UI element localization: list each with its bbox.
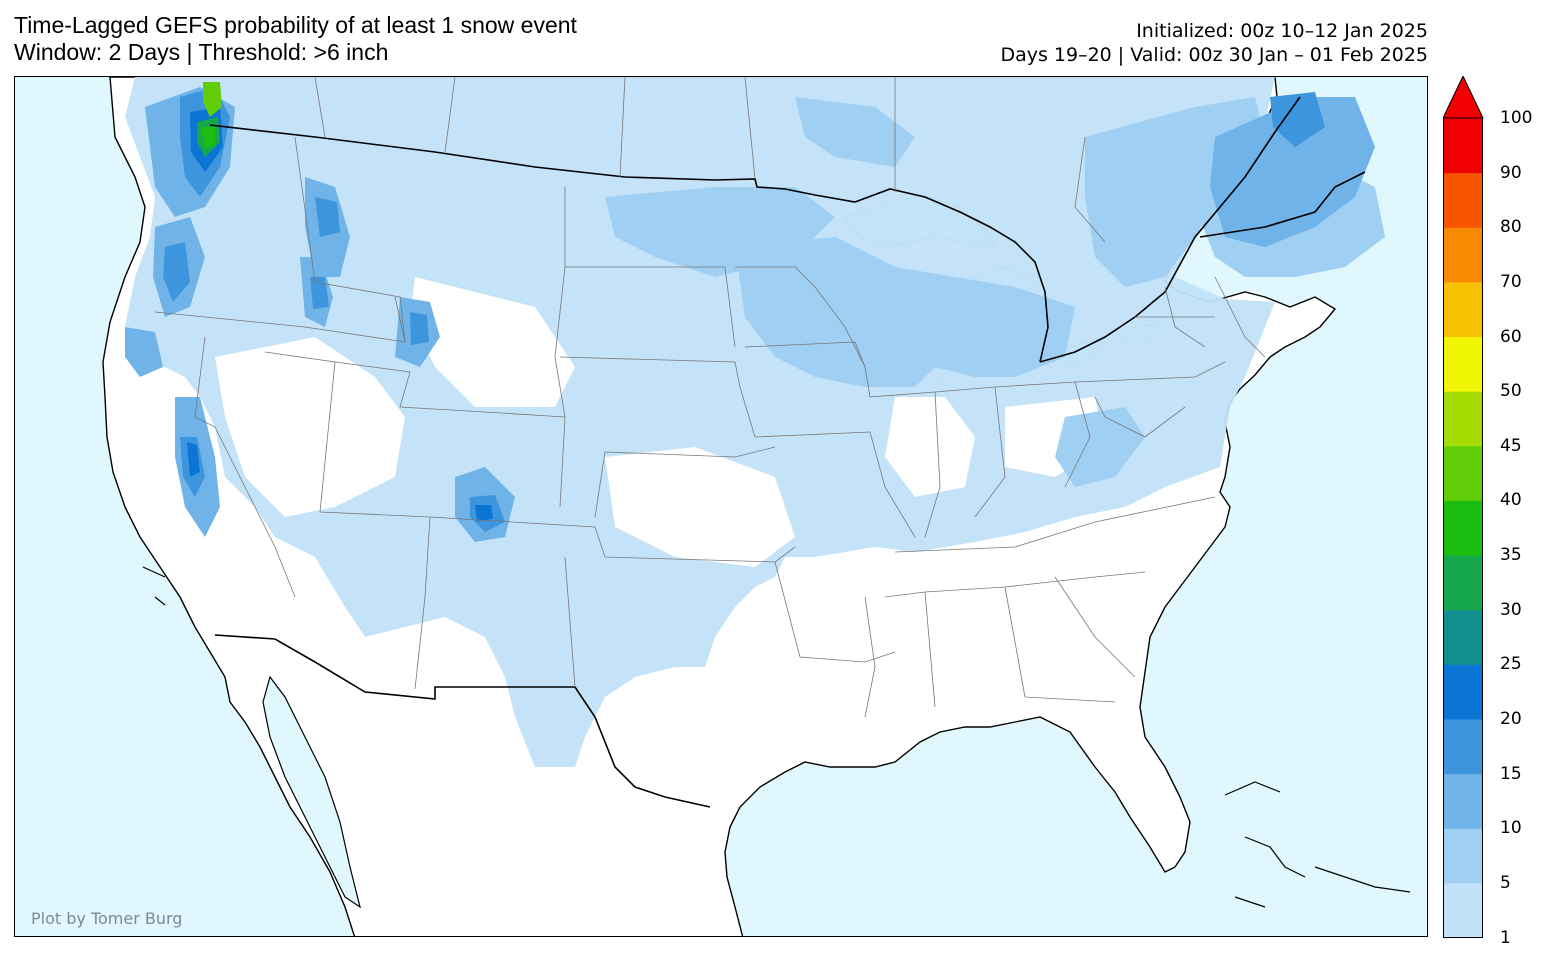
colorbar-tick-label: 40: [1500, 490, 1522, 511]
colorbar-tick-label: 10: [1500, 818, 1522, 839]
colorbar-bin: [1443, 172, 1483, 228]
title-line-2: Window: 2 Days | Threshold: >6 inch: [14, 39, 389, 65]
map-panel: Plot by Tomer Burg: [14, 76, 1428, 937]
colorbar-tick-label: 90: [1500, 162, 1522, 183]
colorbar-tick-label: 5: [1500, 872, 1511, 893]
colorbar-bin: [1443, 391, 1483, 447]
colorbar-bin: [1443, 118, 1483, 174]
title: Time-Lagged GEFS probability of at least…: [14, 12, 577, 66]
colorbar-tick-label: 30: [1500, 599, 1522, 620]
colorbar-bin: [1443, 882, 1483, 938]
colorbar-tick-label: 80: [1500, 217, 1522, 238]
colorbar: [1443, 76, 1484, 938]
coast-details: [142, 566, 1411, 908]
colorbar-tick-label: 20: [1500, 708, 1522, 729]
colorbar-tick-label: 100: [1500, 108, 1533, 128]
state-borders: [154, 77, 1266, 718]
colorbar-tick-label: 70: [1500, 271, 1522, 292]
colorbar-bin: [1443, 664, 1483, 720]
colorbar-bin: [1443, 773, 1483, 829]
colorbar-tick-label: 50: [1500, 381, 1522, 402]
colorbar-bin: [1443, 555, 1483, 611]
plot-credit: Plot by Tomer Burg: [31, 909, 183, 928]
colorbar-tick-label: 15: [1500, 763, 1522, 784]
colorbar-tick-label: 45: [1500, 435, 1522, 456]
map-canvas: [102, 77, 1411, 936]
colorbar-outline: [1443, 117, 1483, 938]
colorbar-tick-label: 25: [1500, 654, 1522, 675]
title-line-1: Time-Lagged GEFS probability of at least…: [14, 12, 577, 38]
colorbar-bin: [1443, 336, 1483, 392]
probability-shading: [125, 77, 1385, 767]
colorbar-bin: [1443, 718, 1483, 775]
colorbar-bin: [1443, 445, 1483, 501]
colorbar-bin: [1443, 609, 1483, 665]
init-info: Initialized: 00z 10–12 Jan 2025 Days 19–…: [1000, 19, 1428, 67]
gulf-of-california: [262, 675, 361, 909]
init-line-1: Initialized: 00z 10–12 Jan 2025: [1136, 20, 1428, 42]
colorbar-bin: [1443, 227, 1483, 283]
colorbar-bin: [1443, 500, 1483, 556]
colorbar-extend-arrow: [1443, 76, 1484, 119]
country-borders: [209, 96, 1366, 808]
colorbar-tick-label: 35: [1500, 545, 1522, 566]
init-line-2: Days 19–20 | Valid: 00z 30 Jan – 01 Feb …: [1000, 44, 1428, 66]
colorbar-bin: [1443, 828, 1483, 884]
colorbar-bin: [1443, 281, 1483, 338]
colorbar-tick-label: 60: [1500, 326, 1522, 347]
colorbar-tick-label: 1: [1500, 927, 1511, 948]
